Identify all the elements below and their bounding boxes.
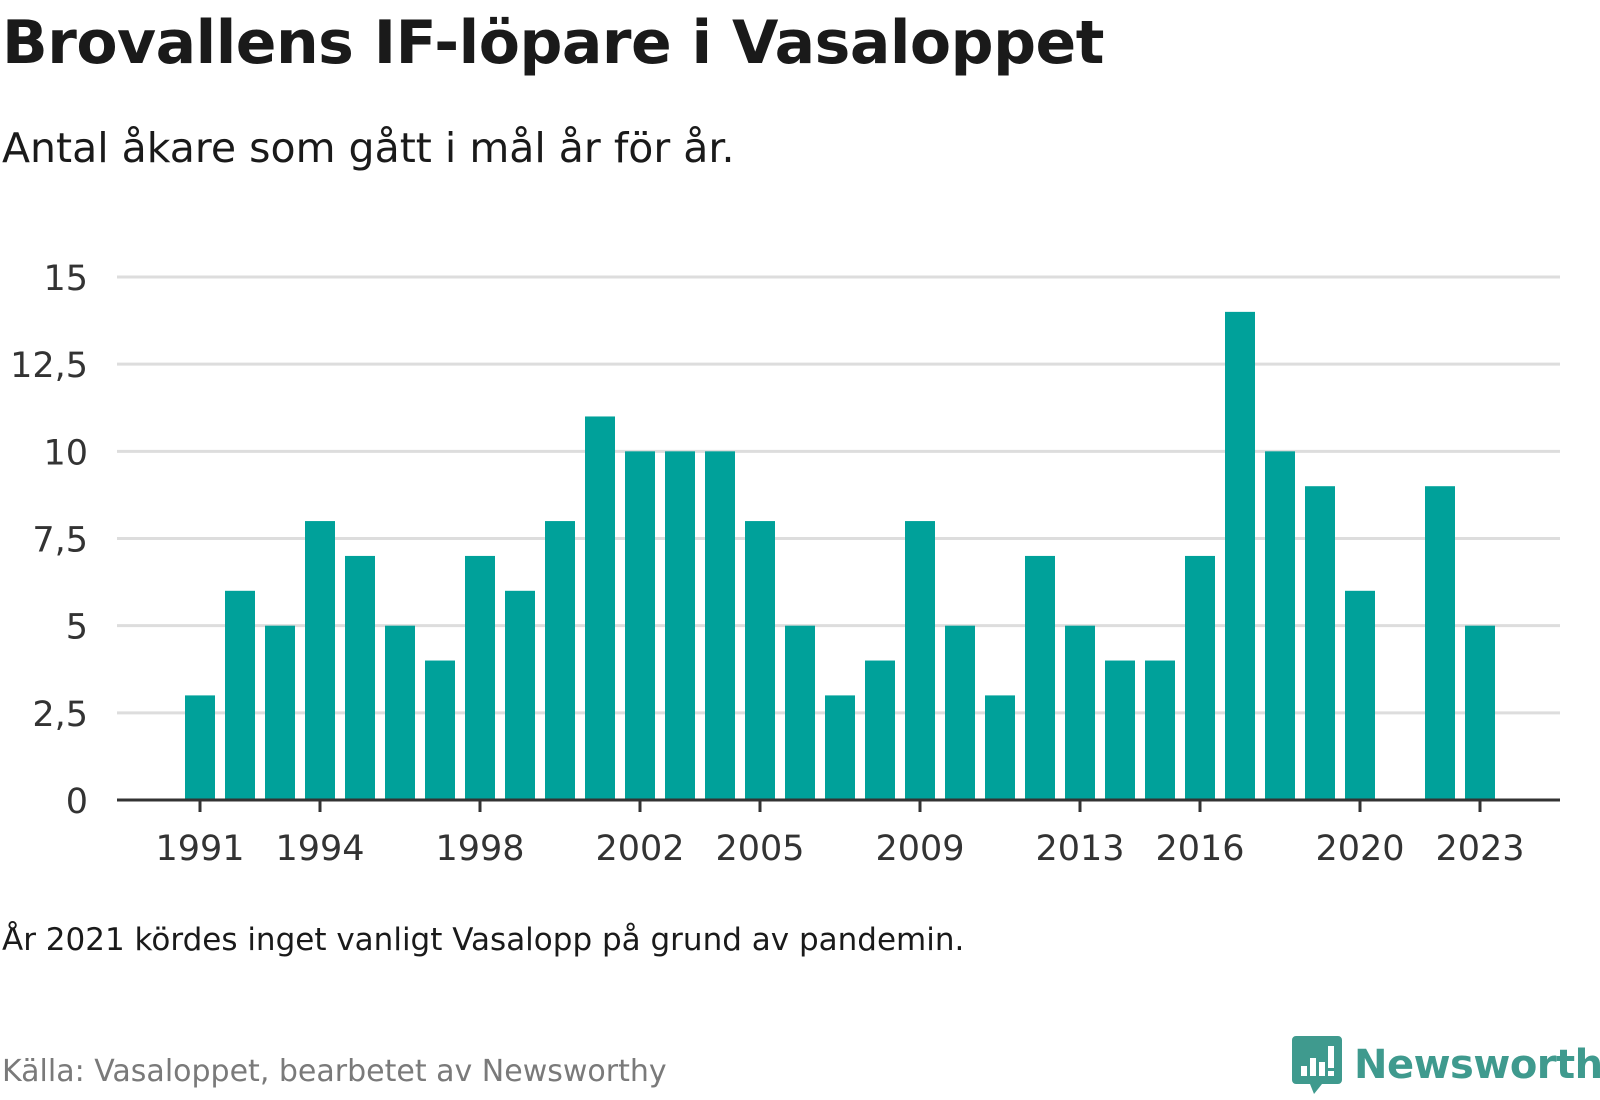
bar	[225, 590, 255, 800]
bar	[185, 695, 215, 800]
y-tick-label: 2,5	[32, 695, 88, 735]
bar	[1305, 486, 1335, 800]
source-credit: Källa: Vasaloppet, bearbetet av Newswort…	[2, 1054, 667, 1089]
bar-chart: 0 2,5 5 7,5 10 12,5 15 1991 1994 1998 2002 2005 2009…	[10, 259, 1560, 869]
bar	[1185, 555, 1215, 800]
bar	[745, 521, 775, 800]
y-tick-label: 10	[43, 433, 88, 473]
bar	[1145, 660, 1175, 800]
bar	[1425, 486, 1455, 800]
y-tick-label: 15	[43, 259, 88, 299]
y-tick-label: 5	[66, 608, 88, 648]
bar	[305, 521, 335, 800]
bar	[905, 521, 935, 800]
newsworthy-logo: Newsworthy	[1292, 1036, 1600, 1094]
bar	[985, 695, 1015, 800]
bar	[345, 555, 375, 800]
bar	[785, 625, 815, 800]
footnote: År 2021 kördes inget vanligt Vasalopp på…	[2, 922, 965, 958]
chart-subtitle: Antal åkare som gått i mål år för år.	[2, 124, 735, 172]
bar	[665, 451, 695, 800]
x-tick-label: 1994	[275, 829, 364, 869]
x-tick-label: 2016	[1155, 829, 1244, 869]
bar	[505, 590, 535, 800]
x-tick-label: 2005	[715, 829, 804, 869]
brand-name: Newsworthy	[1354, 1042, 1600, 1088]
x-tick-label: 2023	[1435, 829, 1524, 869]
bar	[1105, 660, 1135, 800]
x-tick-label: 2009	[875, 829, 964, 869]
bar	[1065, 625, 1095, 800]
bar	[865, 660, 895, 800]
bar	[1265, 451, 1295, 800]
x-tick-label: 1991	[155, 829, 244, 869]
y-tick-label: 7,5	[32, 521, 88, 561]
bar	[945, 625, 975, 800]
bar	[1225, 311, 1255, 800]
bar	[585, 416, 615, 800]
x-tick-label: 2020	[1315, 829, 1404, 869]
chart-title: Brovallens IF-löpare i Vasaloppet	[2, 8, 1104, 78]
bar	[425, 660, 455, 800]
bar	[465, 555, 495, 800]
bar	[1345, 590, 1375, 800]
bar	[265, 625, 295, 800]
bar	[825, 695, 855, 800]
bar	[705, 451, 735, 800]
x-tick-label: 2013	[1035, 829, 1124, 869]
axes: 0 2,5 5 7,5 10 12,5 15 1991 1994 1998 2002 2005 2009…	[10, 259, 1560, 869]
chart-speech-bubble-icon	[1292, 1036, 1342, 1094]
bar	[385, 625, 415, 800]
y-tick-label: 0	[66, 782, 88, 822]
bar	[545, 521, 575, 800]
bar	[1025, 555, 1055, 800]
x-tick-label: 1998	[435, 829, 524, 869]
bar	[625, 451, 655, 800]
bars	[185, 311, 1495, 800]
bar	[1465, 625, 1495, 800]
x-tick-label: 2002	[595, 829, 684, 869]
y-tick-label: 12,5	[10, 346, 88, 386]
